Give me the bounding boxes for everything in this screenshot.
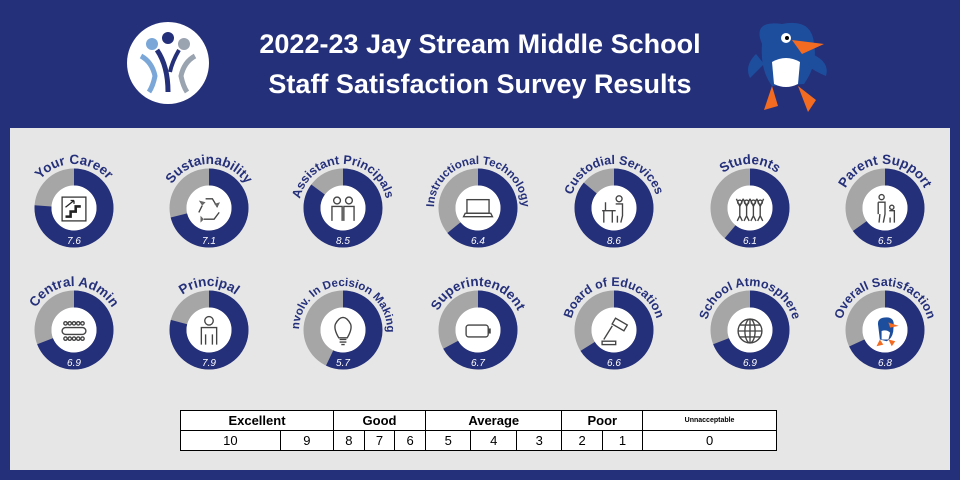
legend-score: 7 (363, 430, 396, 451)
gauge-center (186, 185, 232, 231)
gauge-center (320, 185, 366, 231)
gauge-value-label: 7.6 (67, 236, 81, 247)
gavel-icon (601, 317, 629, 346)
gauge-value-arc (169, 168, 249, 248)
parent-child-icon (877, 193, 896, 223)
lightbulb-icon (334, 316, 352, 346)
legend-score: 3 (515, 430, 563, 451)
people-icon (331, 196, 355, 221)
legend-score: 5 (424, 430, 472, 451)
school-logo (127, 22, 209, 104)
legend-score: 0 (642, 430, 777, 451)
gauge-center (186, 307, 232, 353)
gauge-value-label: 8.5 (336, 236, 350, 247)
gauge-center (591, 307, 637, 353)
students-icon (735, 198, 765, 222)
rating-scale-legend: Excellent Good Average Poor Unnacceptabl… (180, 410, 777, 451)
gauge-value-arc (710, 168, 790, 248)
gauge-value-label: 6.9 (743, 358, 757, 369)
mascot-icon (876, 317, 899, 347)
gauge-principal: 7.9 Principal (169, 274, 249, 370)
gauge-value-label: 7.1 (202, 236, 216, 247)
gauge-value-arc (574, 168, 654, 248)
gauge-value-arc (438, 290, 518, 370)
laptop-icon (462, 198, 494, 218)
globe-icon (737, 318, 763, 344)
gauge-value-arc (438, 168, 518, 248)
gauge-value-label: 6.5 (878, 236, 892, 247)
gauge-value-label: 7.9 (202, 358, 216, 369)
header: 2022-23 Jay Stream Middle School Staff S… (0, 0, 960, 128)
legend-category-poor: Poor (561, 410, 644, 431)
legend-category-good: Good (332, 410, 426, 431)
gauge-value-arc (303, 290, 383, 370)
legend-category-row: Excellent Good Average Poor Unnacceptabl… (180, 410, 777, 431)
legend-score: 1 (601, 430, 644, 451)
stairs-icon (61, 196, 87, 222)
legend-score: 2 (561, 430, 603, 451)
legend-score: 8 (332, 430, 365, 451)
gauge-value-arc (34, 168, 114, 248)
gauge-value-arc (845, 168, 925, 248)
meeting-table-icon (61, 320, 87, 342)
gauge-center (455, 185, 501, 231)
gauge-center (455, 307, 501, 353)
janitor-icon (602, 195, 624, 223)
gauge-value-label: 6.7 (471, 358, 485, 369)
gauge-value-arc (710, 290, 790, 370)
gauge-center (591, 185, 637, 231)
legend-score: 10 (180, 430, 281, 451)
legend-category-average: Average (424, 410, 563, 431)
legend-score: 4 (470, 430, 517, 451)
blue-jay-mascot (742, 14, 834, 118)
gauge-value-arc (169, 290, 249, 370)
battery-icon (465, 324, 491, 338)
gauge-title: Students (717, 152, 784, 176)
gauge-value-label: 5.7 (336, 358, 350, 369)
legend-score: 6 (394, 430, 426, 451)
legend-category-unacceptable: Unnacceptable (642, 410, 777, 431)
gauge-students: 6.1 Students (710, 152, 790, 248)
gauge-value-label: 6.9 (67, 358, 81, 369)
gauge-value-arc (845, 290, 925, 370)
gauge-value-arc (34, 290, 114, 370)
person-icon (200, 315, 218, 345)
gauge-value-arc (303, 168, 383, 248)
gauge-value-label: 8.6 (607, 236, 621, 247)
title-line-2: Staff Satisfaction Survey Results (268, 69, 692, 99)
gauge-value-label: 6.6 (607, 358, 621, 369)
recycle-icon (198, 198, 221, 223)
title-line-1: 2022-23 Jay Stream Middle School (259, 29, 701, 59)
gauge-center (320, 307, 366, 353)
legend-category-excellent: Excellent (180, 410, 334, 431)
gauge-value-label: 6.4 (471, 236, 485, 247)
gauge-value-label: 6.8 (878, 358, 892, 369)
legend-score-row: 10 9 8 7 6 5 4 3 2 1 0 (180, 430, 777, 451)
gauge-value-label: 6.1 (743, 236, 757, 247)
gauge-title: Principal (176, 274, 242, 297)
gauge-center (727, 185, 773, 231)
page-title: 2022-23 Jay Stream Middle School Staff S… (200, 24, 760, 104)
gauge-center (51, 307, 97, 353)
legend-score: 9 (279, 430, 334, 451)
gauge-value-arc (574, 290, 654, 370)
